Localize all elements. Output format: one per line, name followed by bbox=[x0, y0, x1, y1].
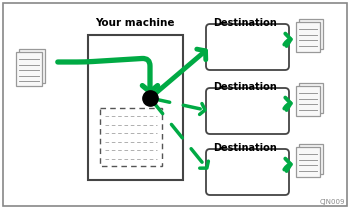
Text: CJN009: CJN009 bbox=[320, 199, 345, 205]
FancyBboxPatch shape bbox=[206, 88, 289, 134]
FancyBboxPatch shape bbox=[206, 149, 289, 195]
Bar bbox=[296, 86, 320, 116]
Text: Destination: Destination bbox=[213, 18, 277, 28]
Bar bbox=[299, 144, 323, 174]
Text: Destination: Destination bbox=[213, 143, 277, 153]
Bar bbox=[88, 35, 183, 180]
Bar bbox=[19, 49, 45, 83]
Bar bbox=[296, 22, 320, 52]
Bar bbox=[100, 108, 162, 166]
Text: Your machine: Your machine bbox=[95, 18, 175, 28]
Bar bbox=[16, 52, 42, 86]
Bar bbox=[296, 147, 320, 177]
Bar bbox=[299, 83, 323, 113]
Text: Destination: Destination bbox=[213, 82, 277, 92]
Bar bbox=[299, 19, 323, 49]
FancyBboxPatch shape bbox=[206, 24, 289, 70]
